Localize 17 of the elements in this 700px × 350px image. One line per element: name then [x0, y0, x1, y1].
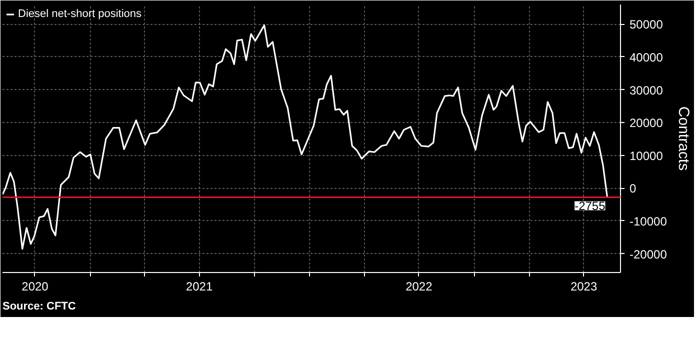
annotation: -2755: [574, 199, 606, 214]
y-tick-label: 30000: [630, 83, 664, 98]
legend-label: Diesel net-short positions: [18, 8, 142, 20]
x-tick-label: 2020: [22, 280, 49, 294]
x-tick-label: 2023: [570, 280, 598, 294]
x-tick-label: 2022: [406, 280, 433, 294]
y-tick-label: -10000: [630, 214, 668, 228]
y-tick-label: 40000: [630, 50, 664, 64]
y-tick-label: 0: [630, 182, 636, 196]
source-note: Source: CFTC: [2, 300, 76, 312]
x-tick-label: 2021: [186, 280, 213, 294]
line-series: [2, 24, 608, 250]
y-tick-label: -20000: [630, 247, 668, 262]
y-tick-label: 10000: [630, 148, 664, 163]
y-axis-title: Contracts: [674, 106, 692, 171]
y-tick-label: 20000: [630, 116, 664, 130]
y-tick-label: 50000: [630, 18, 664, 32]
